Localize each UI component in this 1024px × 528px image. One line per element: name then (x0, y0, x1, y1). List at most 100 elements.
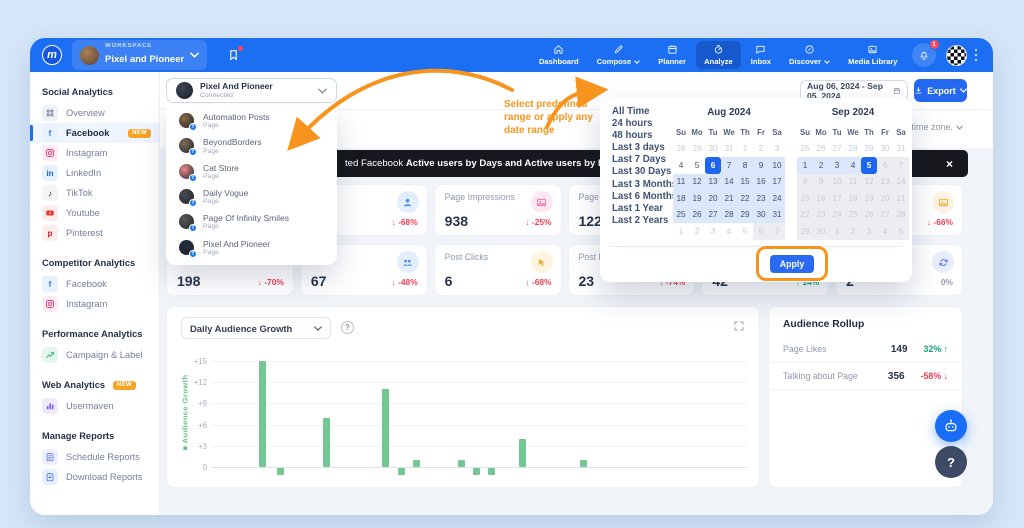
day-cell-9[interactable]: 9 (753, 157, 769, 174)
group-icon (396, 251, 419, 273)
nav-item-dashboard[interactable]: Dashboard (531, 41, 587, 69)
day-cell-13[interactable]: 13 (705, 173, 721, 190)
chart-bar[interactable] (472, 468, 480, 476)
expand-icon[interactable] (733, 319, 745, 337)
sidebar-item-instagram[interactable]: Instagram (30, 294, 159, 314)
sidebar-item-youtube[interactable]: Youtube (30, 203, 159, 223)
preset-last-1-year[interactable]: Last 1 Year (612, 202, 663, 214)
sidebar-item-usermaven[interactable]: Usermaven (30, 396, 159, 416)
chatbot-button[interactable] (935, 410, 967, 442)
nav-item-inbox[interactable]: Inbox (743, 41, 779, 69)
day-cell-19[interactable]: 19 (689, 190, 705, 207)
help-tooltip-icon[interactable]: ? (341, 321, 354, 334)
sidebar-item-download-reports[interactable]: Download Reports (30, 467, 159, 487)
day-cell-10[interactable]: 10 (769, 157, 785, 174)
preset-24-hours[interactable]: 24 hours (612, 118, 653, 130)
day-cell-28[interactable]: 28 (721, 206, 737, 223)
day-cell-15[interactable]: 15 (737, 173, 753, 190)
day-cell-4[interactable]: 4 (678, 160, 684, 170)
day-cell-21[interactable]: 21 (721, 190, 737, 207)
preset-all-time[interactable]: All Time (612, 106, 650, 117)
page-option-pixel-and-pioneer[interactable]: f Pixel And Pioneer Page (166, 234, 337, 259)
announcements-flag-icon[interactable] (227, 46, 244, 63)
page-option-daily-vogue[interactable]: f Daily Vogue Page (166, 184, 337, 209)
sidebar-item-pinterest[interactable]: p Pinterest (30, 223, 159, 243)
nav-item-analyze[interactable]: Analyze (696, 41, 741, 69)
page-option-beyondborders[interactable]: f BeyondBorders Page (166, 133, 337, 158)
day-cell-18[interactable]: 18 (673, 190, 689, 207)
page-account-dropdown[interactable]: Pixel And Pioneer Connected (166, 78, 337, 103)
chart-metric-select[interactable]: Daily Audience Growth (181, 317, 331, 339)
day-cell-6[interactable]: 6 (705, 157, 721, 174)
day-cell-2[interactable]: 2 (813, 157, 829, 174)
day-cell-20[interactable]: 20 (705, 190, 721, 207)
day-cell-22[interactable]: 22 (737, 190, 753, 207)
sidebar-item-tiktok[interactable]: ♪ TikTok (30, 183, 159, 203)
day-cell-1[interactable]: 1 (797, 157, 813, 174)
nav-item-media-library[interactable]: Media Library (840, 41, 905, 69)
export-button[interactable]: Export (914, 79, 967, 102)
day-cell-8[interactable]: 8 (737, 157, 753, 174)
nav-item-discover[interactable]: Discover (781, 41, 838, 69)
day-cell-26[interactable]: 26 (689, 206, 705, 223)
app-logo[interactable]: m (42, 45, 62, 65)
nav-item-planner[interactable]: Planner (650, 41, 694, 69)
day-cell-24[interactable]: 24 (769, 190, 785, 207)
preset-last-7-days[interactable]: Last 7 Days (612, 154, 666, 166)
chart-bar[interactable] (322, 417, 330, 467)
day-cell-4[interactable]: 4 (845, 157, 861, 174)
day-cell-3[interactable]: 3 (829, 157, 845, 174)
page-option-page-of-infinity-smiles[interactable]: f Page Of Infinity Smiles Page (166, 209, 337, 234)
chart-bar[interactable] (381, 389, 389, 467)
preset-last-3-months[interactable]: Last 3 Months (612, 178, 678, 190)
day-cell-16[interactable]: 16 (753, 173, 769, 190)
sidebar-item-instagram[interactable]: Instagram (30, 143, 159, 163)
preset-last-2-years[interactable]: Last 2 Years (612, 214, 669, 226)
timezone-note[interactable]: e's time zone. (898, 122, 963, 132)
user-avatar[interactable] (945, 44, 967, 66)
close-icon[interactable]: × (945, 156, 953, 171)
day-cell-5[interactable]: 5 (694, 160, 700, 170)
day-cell-23[interactable]: 23 (753, 190, 769, 207)
chart-bar[interactable] (276, 468, 284, 476)
day-cell-29[interactable]: 29 (737, 206, 753, 223)
dow-label: Fr (881, 127, 889, 137)
preset-48-hours[interactable]: 48 hours (612, 130, 653, 142)
chart-bar[interactable] (412, 459, 420, 467)
day-cell-14[interactable]: 14 (721, 173, 737, 190)
day-cell-30[interactable]: 30 (753, 206, 769, 223)
day-cell-5[interactable]: 5 (861, 157, 877, 174)
day-cell-12: 12 (861, 173, 877, 190)
sidebar-item-overview[interactable]: Overview (30, 103, 159, 123)
chart-bar[interactable] (259, 361, 267, 467)
more-options-icon[interactable] (971, 46, 982, 65)
day-cell-11[interactable]: 11 (673, 173, 689, 190)
chart-bar[interactable] (487, 468, 495, 476)
preset-last-30-days[interactable]: Last 30 Days (612, 166, 672, 178)
page-option-automation-posts[interactable]: f Automation Posts Page (166, 108, 337, 133)
day-cell-12[interactable]: 12 (689, 173, 705, 190)
sidebar-item-campaign-label[interactable]: Campaign & Label (30, 345, 159, 365)
sidebar-item-facebook[interactable]: f Facebook NEW (30, 123, 159, 143)
day-cell-31[interactable]: 31 (769, 206, 785, 223)
day-cell-17[interactable]: 17 (769, 173, 785, 190)
page-option-cat-store[interactable]: f Cat Store Page (166, 159, 337, 184)
day-cell-30: 30 (813, 223, 829, 240)
day-cell-7[interactable]: 7 (721, 157, 737, 174)
day-cell-25[interactable]: 25 (673, 206, 689, 223)
preset-last-6-months[interactable]: Last 6 Months (612, 190, 678, 202)
workspace-selector[interactable]: WORKSPACE Pixel and Pioneer (72, 40, 208, 70)
preset-last-3-days[interactable]: Last 3 days (612, 142, 665, 154)
apply-button[interactable]: Apply (770, 255, 814, 273)
sidebar-item-schedule-reports[interactable]: Schedule Reports (30, 447, 159, 467)
chart-bar[interactable] (580, 459, 588, 467)
chart-bar[interactable] (457, 459, 465, 467)
chart-bar[interactable] (519, 438, 527, 467)
day-cell-27[interactable]: 27 (705, 206, 721, 223)
nav-item-compose[interactable]: Compose (589, 41, 649, 69)
sidebar-item-facebook[interactable]: f Facebook (30, 274, 159, 294)
sidebar-item-linkedin[interactable]: in LinkedIn (30, 163, 159, 183)
chart-bar[interactable] (397, 468, 405, 476)
help-button[interactable]: ? (935, 446, 967, 478)
notifications-bell[interactable]: 1 (911, 39, 940, 67)
